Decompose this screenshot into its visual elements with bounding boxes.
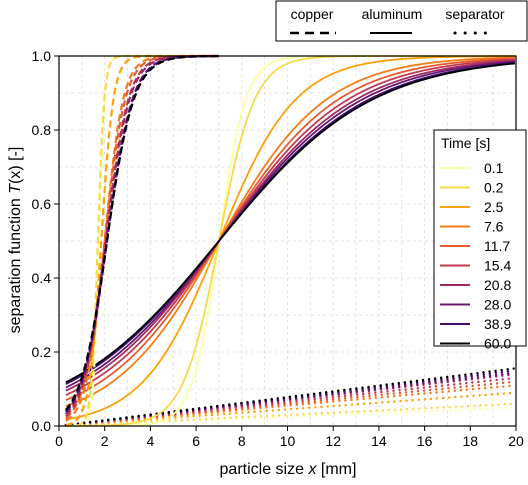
aluminum-curve [65, 55, 515, 421]
time-legend-title: Time [s] [441, 135, 490, 151]
x-tick-label: 14 [371, 433, 387, 449]
x-tick-label: 16 [417, 433, 433, 449]
time-legend-label: 20.8 [484, 277, 511, 293]
y-axis-title: separation function T(x) [-] [7, 147, 24, 334]
time-legend-label: 11.7 [484, 238, 510, 254]
legend-label-separator: separator [445, 6, 504, 22]
aluminum-curve [65, 56, 515, 408]
aluminum-curve [65, 59, 515, 392]
separator-curve [64, 380, 515, 427]
separator-curve [64, 376, 515, 427]
y-tick-label: 0.4 [32, 270, 52, 286]
time-legend-label: 38.9 [484, 316, 511, 332]
copper-curve [65, 54, 219, 422]
time-legend-box [433, 129, 527, 347]
y-tick-label: 0.2 [32, 344, 52, 360]
separator-curve [64, 391, 515, 427]
x-tick-label: 6 [192, 433, 200, 449]
x-tick-label: 2 [101, 433, 109, 449]
time-legend-label: 0.1 [484, 160, 504, 176]
y-tick-label: 0.6 [32, 196, 52, 212]
x-tick-label: 8 [238, 433, 246, 449]
material-legend: copper aluminum separator [275, 0, 528, 42]
time-legend-label: 60.0 [484, 336, 511, 352]
separator-curve [64, 384, 515, 427]
time-legend: Time [s] 0.1 0.2 2.5 7.6 11.7 15.4 20.8 28.0 38.… [433, 129, 527, 352]
time-legend-label: 2.5 [484, 199, 504, 215]
x-tick-label: 10 [280, 433, 296, 449]
x-tick-label: 18 [463, 433, 479, 449]
separator-curve [64, 367, 515, 427]
y-tick-label: 0.0 [32, 418, 52, 434]
aluminum-curve [65, 62, 515, 384]
aluminum-curve [65, 61, 515, 385]
y-tick-label: 0.8 [32, 122, 52, 138]
time-legend-label: 28.0 [484, 297, 511, 313]
time-legend-items: 0.1 0.2 2.5 7.6 11.7 15.4 20.8 28.0 38.9 60.0 [440, 160, 511, 352]
time-legend-label: 15.4 [484, 258, 511, 274]
y-tick-label: 1.0 [32, 48, 52, 64]
axis-ticks: 0 2 4 6 8 10 12 14 16 18 20 0.0 0.2 0.4 0.6 0.8 1.0 [32, 48, 524, 449]
legend-label-copper: copper [291, 6, 334, 22]
curves [64, 54, 515, 428]
x-tick-label: 0 [55, 433, 63, 449]
legend-label-aluminum: aluminum [362, 6, 423, 22]
aluminum-curve [65, 57, 515, 401]
x-tick-label: 12 [325, 433, 341, 449]
x-tick-label: 20 [508, 433, 524, 449]
x-tick-label: 4 [147, 433, 155, 449]
time-legend-label: 7.6 [484, 219, 504, 235]
aluminum-curve [65, 58, 515, 396]
time-legend-label: 0.2 [484, 180, 504, 196]
x-axis-title: particle size x [mm] [220, 461, 357, 478]
aluminum-curve [65, 60, 515, 389]
